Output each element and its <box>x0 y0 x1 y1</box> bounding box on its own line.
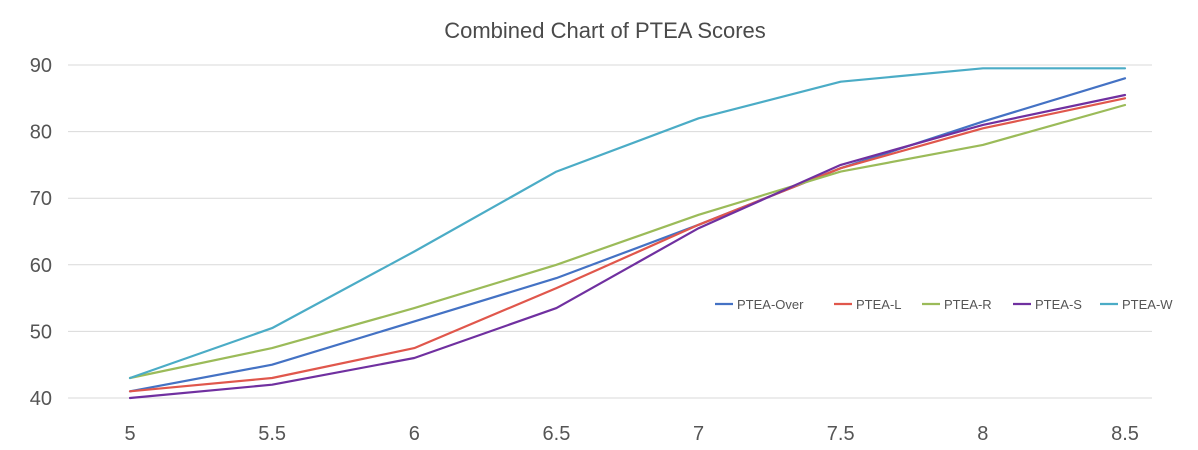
series-line-ptea-s <box>128 93 1127 400</box>
x-axis-ticks: 5 5.5 6 6.5 7 7.5 8 8.5 <box>124 423 1138 445</box>
gridlines <box>68 64 1152 399</box>
y-axis-ticks: 40 50 60 70 80 90 <box>30 55 52 410</box>
legend-label-ptea-over: PTEA-Over <box>737 297 804 312</box>
x-tick-label: 8.5 <box>1111 423 1139 445</box>
legend: PTEA-Over PTEA-L PTEA-R PTEA-S PTEA-W <box>715 297 1173 312</box>
y-tick-label: 60 <box>30 255 52 277</box>
x-tick-label: 7.5 <box>827 423 855 445</box>
y-tick-label: 70 <box>30 188 52 210</box>
series-line-ptea-over <box>128 77 1127 393</box>
legend-label-ptea-s: PTEA-S <box>1035 297 1082 312</box>
x-tick-label: 8 <box>977 423 988 445</box>
y-tick-label: 50 <box>30 321 52 343</box>
x-tick-label: 6 <box>409 423 420 445</box>
x-tick-label: 5.5 <box>258 423 286 445</box>
y-tick-label: 80 <box>30 122 52 144</box>
x-tick-label: 6.5 <box>543 423 571 445</box>
y-tick-label: 90 <box>30 55 52 77</box>
series-line-ptea-l <box>128 97 1127 393</box>
legend-label-ptea-l: PTEA-L <box>856 297 902 312</box>
x-tick-label: 7 <box>693 423 704 445</box>
x-tick-label: 5 <box>124 423 135 445</box>
series-line-ptea-r <box>128 103 1127 380</box>
series-line-ptea-w <box>128 67 1127 380</box>
legend-label-ptea-w: PTEA-W <box>1122 297 1173 312</box>
y-tick-label: 40 <box>30 388 52 410</box>
legend-label-ptea-r: PTEA-R <box>944 297 992 312</box>
series-lines <box>128 67 1127 400</box>
chart-title: Combined Chart of PTEA Scores <box>444 18 766 43</box>
